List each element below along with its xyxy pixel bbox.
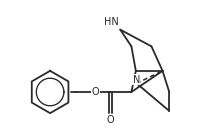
Text: N: N bbox=[133, 75, 140, 85]
Text: HN: HN bbox=[104, 17, 119, 27]
Text: O: O bbox=[106, 115, 114, 125]
Text: O: O bbox=[92, 87, 99, 97]
